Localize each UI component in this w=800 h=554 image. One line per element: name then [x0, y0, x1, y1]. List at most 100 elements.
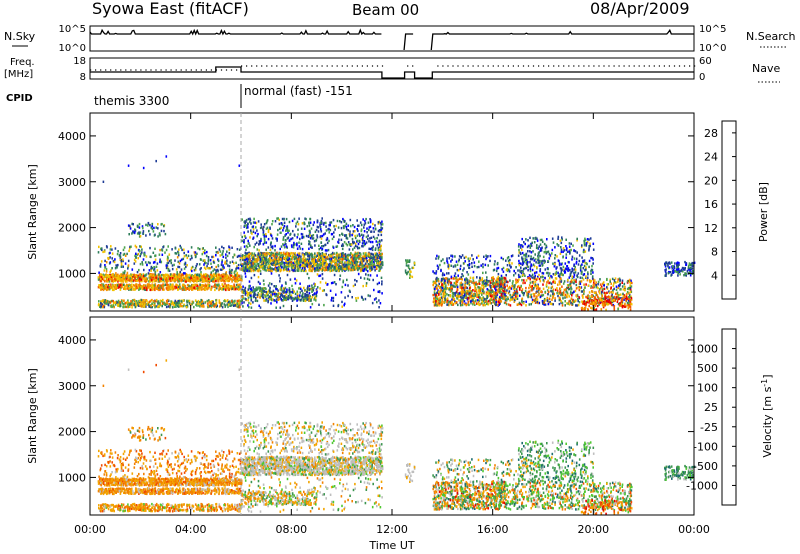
power-cell — [324, 249, 327, 252]
power-cell — [225, 286, 228, 290]
power-cell — [199, 302, 201, 305]
power-cell — [335, 267, 338, 270]
power-cell — [287, 265, 290, 268]
power-cell — [314, 230, 317, 233]
power-cell — [157, 227, 159, 230]
power-cell — [104, 286, 107, 289]
power-cell — [228, 279, 230, 282]
power-cell — [262, 231, 265, 234]
power-cell — [330, 221, 333, 224]
power-cell — [354, 266, 357, 269]
power-cell — [356, 266, 359, 270]
power-cell — [148, 300, 151, 303]
power-cell — [342, 244, 345, 247]
power-cell — [172, 303, 174, 306]
power-cell — [316, 225, 319, 229]
power-cell — [104, 264, 106, 267]
power-cell — [310, 244, 312, 247]
power-cell — [353, 241, 355, 244]
power-cell — [286, 251, 288, 254]
power-cell — [300, 260, 302, 263]
power-cell — [359, 269, 362, 273]
power-cell — [169, 273, 172, 276]
power-cell — [304, 257, 307, 260]
power-cell — [271, 269, 273, 273]
power-cell — [179, 259, 182, 263]
power-cell — [205, 279, 208, 282]
power-cell — [212, 279, 214, 283]
power-cell — [341, 300, 343, 304]
power-cell — [152, 261, 155, 264]
power-cell — [334, 269, 337, 272]
power-cell — [311, 284, 313, 287]
power-cell — [251, 264, 253, 267]
power-cell — [349, 218, 352, 222]
power-cell — [144, 288, 147, 291]
power-cell — [251, 260, 254, 264]
power-cell — [311, 237, 314, 240]
power-cell — [336, 219, 339, 223]
power-cell — [307, 253, 310, 256]
power-cell — [350, 243, 353, 246]
power-cell — [272, 253, 274, 257]
power-cell — [190, 278, 193, 281]
power-cell — [207, 304, 210, 308]
power-cell — [151, 287, 154, 290]
power-cell — [147, 283, 150, 286]
power-cell — [304, 299, 307, 303]
power-cell — [226, 250, 228, 253]
power-cell — [130, 284, 132, 288]
power-cell — [172, 301, 175, 305]
power-cell — [155, 265, 158, 268]
power-cell — [361, 269, 364, 272]
power-cell — [217, 279, 220, 283]
power-cell — [335, 245, 338, 248]
power-cell — [293, 269, 296, 272]
power-cell — [354, 242, 357, 245]
power-cell — [135, 303, 138, 307]
power-cell — [143, 305, 146, 308]
power-cell — [308, 284, 311, 288]
power-cell — [335, 259, 338, 263]
power-cell — [247, 242, 250, 245]
power-cell — [133, 273, 135, 276]
power-cell — [337, 304, 339, 308]
power-cell — [283, 265, 286, 269]
power-cell — [269, 243, 272, 246]
power-cell — [182, 279, 184, 282]
power-cell — [153, 302, 156, 305]
power-cell — [321, 269, 324, 272]
power-cell — [286, 273, 289, 277]
power-cell — [236, 276, 238, 279]
power-cell — [351, 296, 353, 299]
power-cell — [160, 229, 163, 233]
power-cell — [285, 261, 287, 264]
power-cell — [150, 226, 153, 229]
power-cell — [379, 252, 382, 256]
power-cell — [364, 252, 367, 255]
power-cell — [237, 286, 239, 289]
power-cell — [117, 277, 120, 281]
power-cell — [352, 259, 354, 262]
power-cell — [130, 279, 133, 282]
power-cell — [109, 251, 111, 255]
power-cell — [154, 258, 157, 261]
power-cell — [300, 255, 302, 258]
power-cell — [167, 286, 170, 289]
power-cell — [194, 251, 197, 254]
power-cell — [270, 269, 272, 272]
power-cell — [171, 267, 174, 271]
power-cell — [100, 280, 103, 283]
power-cell — [308, 224, 311, 227]
power-cell — [301, 294, 304, 297]
power-cell — [366, 269, 369, 273]
power-cell — [276, 233, 279, 236]
power-cell — [241, 298, 243, 302]
power-cell — [339, 274, 342, 277]
power-cell — [227, 264, 229, 267]
power-cell — [219, 275, 222, 278]
power-cell — [215, 283, 218, 287]
cpid-segment-themis: themis 3300 — [94, 94, 169, 108]
power-cell — [227, 303, 230, 306]
power-cell — [177, 288, 180, 291]
